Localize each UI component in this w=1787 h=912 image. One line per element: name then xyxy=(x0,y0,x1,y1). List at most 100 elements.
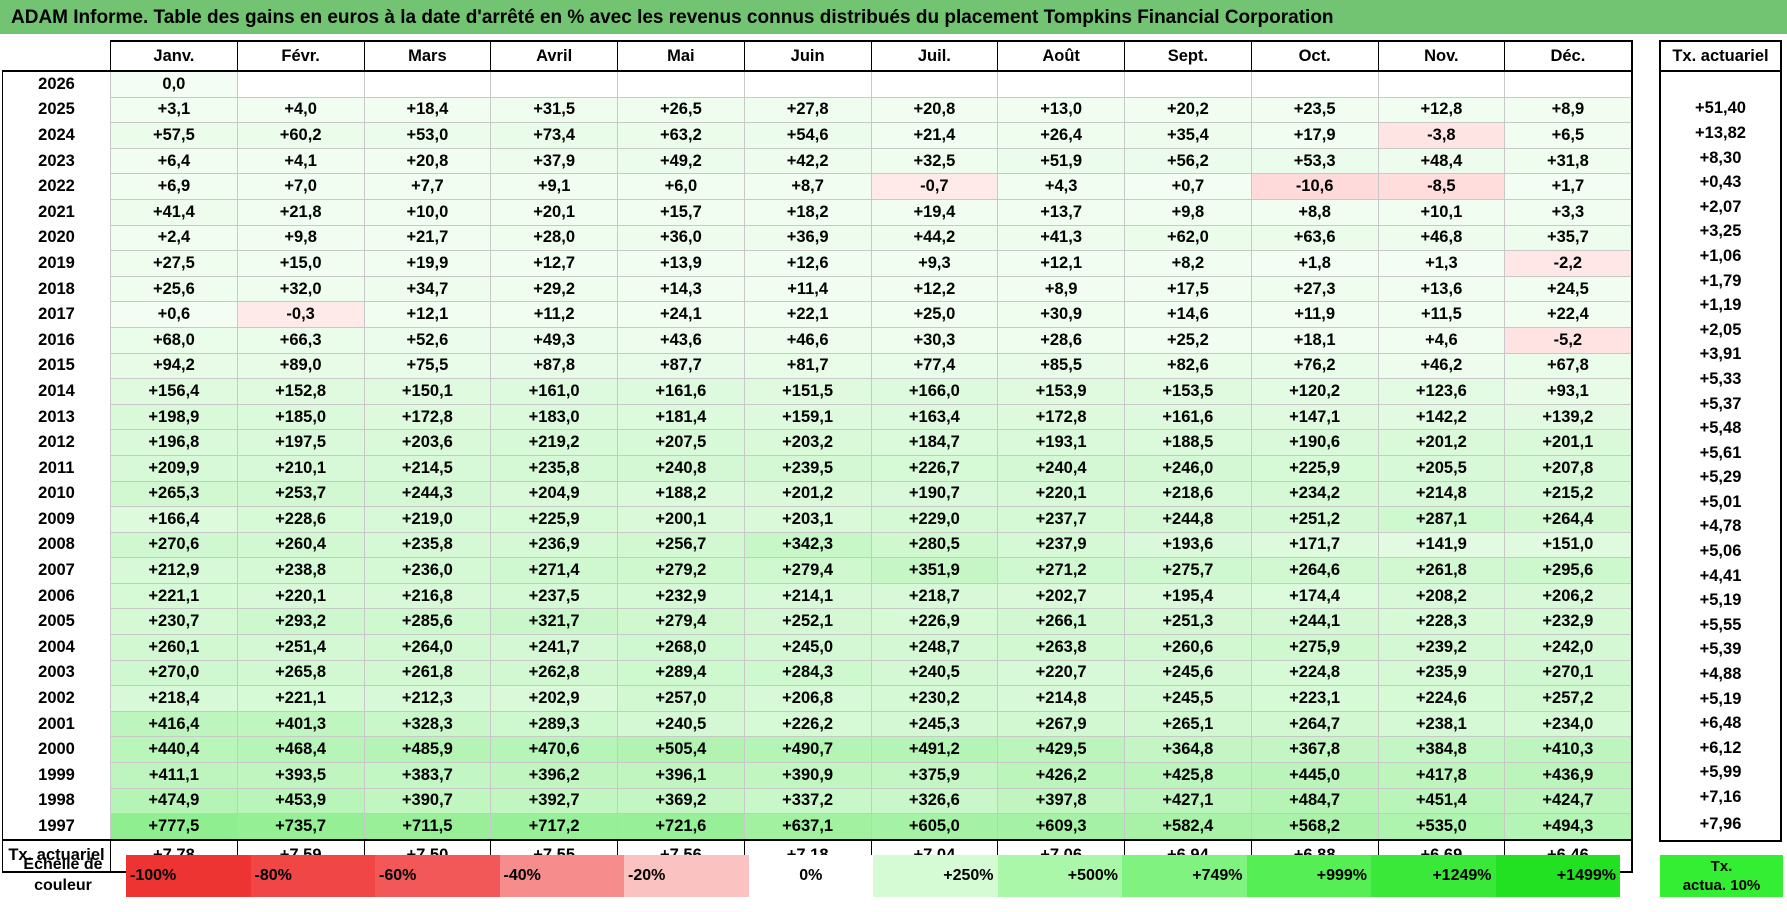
value-cell: +390,9 xyxy=(743,762,872,789)
value-cell: +12,1 xyxy=(997,250,1125,277)
tx-row: +5,61 xyxy=(1659,440,1782,466)
tx-value: +5,48 xyxy=(1659,416,1782,441)
value-cell: +188,5 xyxy=(1124,429,1252,456)
month-header: Juil. xyxy=(870,40,998,72)
value-cell: +220,1 xyxy=(997,480,1125,508)
value-cell: +19,9 xyxy=(363,250,492,277)
year-cell: 2025 xyxy=(2,97,111,123)
table-row: 2018 +25,6 +32,0 +34,7 +29,2 +14,3 +11,4 +12,2 +… xyxy=(2,275,1633,303)
tx-actuariel-table: Tx. actuariel +51,40 +13,82 +8,30 +0,43 +2,07… xyxy=(1659,40,1782,842)
table-row: 2020 +2,4 +9,8 +21,7 +28,0 +36,0 +36,9 +44,2 +41… xyxy=(2,224,1633,252)
value-cell: +261,8 xyxy=(363,659,492,687)
value-cell: +238,1 xyxy=(1377,710,1506,738)
value-cell: +429,5 xyxy=(997,736,1125,764)
legend-swatch: +749% xyxy=(1122,855,1247,897)
value-cell: +271,2 xyxy=(997,557,1125,584)
tx-value: +4,78 xyxy=(1659,514,1782,540)
tx-value: +2,05 xyxy=(1659,317,1782,343)
year-cell: 2018 xyxy=(2,276,111,302)
table-row: 2009 +166,4 +228,6 +219,0 +225,9 +200,1 +203,1… xyxy=(2,506,1633,533)
value-cell: +8,7 xyxy=(743,173,872,200)
value-cell: +238,8 xyxy=(236,557,365,584)
value-cell: +212,9 xyxy=(110,557,238,584)
value-cell: +11,5 xyxy=(1377,301,1506,328)
value-cell: +139,2 xyxy=(1504,403,1633,431)
tx-row: +5,48 xyxy=(1659,416,1782,441)
value-cell: +62,0 xyxy=(1124,224,1252,252)
value-cell: +215,2 xyxy=(1504,480,1633,508)
value-cell: +209,9 xyxy=(110,454,238,482)
value-cell: +221,1 xyxy=(236,685,365,712)
value-cell: +51,9 xyxy=(997,147,1125,175)
table-row: 2026 0,0 xyxy=(2,70,1633,98)
legend-tx-line1: Tx. xyxy=(1710,858,1733,875)
value-cell: +4,1 xyxy=(236,147,365,175)
value-cell: +6,5 xyxy=(1504,122,1633,149)
tx-value: +1,06 xyxy=(1659,244,1782,269)
value-cell: +3,3 xyxy=(1504,198,1633,226)
value-cell: +241,7 xyxy=(490,634,618,661)
value-cell: +260,6 xyxy=(1124,634,1252,661)
value-cell: +260,1 xyxy=(110,634,238,661)
value-cell: +198,9 xyxy=(110,403,238,431)
value-cell: +159,1 xyxy=(743,403,872,431)
value-cell: +21,4 xyxy=(870,122,999,149)
month-header: Déc. xyxy=(1504,40,1633,72)
value-cell: +77,4 xyxy=(870,352,999,380)
value-cell: +57,5 xyxy=(110,122,238,149)
value-cell: +248,7 xyxy=(870,634,999,661)
value-cell: +251,2 xyxy=(1250,506,1379,533)
month-header: Juin xyxy=(743,40,871,72)
value-cell: +150,1 xyxy=(363,378,492,405)
value-cell: +342,3 xyxy=(743,531,872,559)
tx-value: +13,82 xyxy=(1659,121,1782,146)
value-cell: +234,0 xyxy=(1504,710,1633,738)
value-cell: +451,4 xyxy=(1377,787,1506,815)
table-row: 1999 +411,1 +393,5 +383,7 +396,2 +396,1 +390,9… xyxy=(2,762,1633,789)
year-cell: 2011 xyxy=(2,455,111,481)
value-cell: +218,4 xyxy=(110,685,238,712)
value-cell: +237,7 xyxy=(997,506,1125,533)
tx-header-row: Tx. actuariel xyxy=(1659,40,1782,72)
value-cell: +76,2 xyxy=(1250,352,1379,380)
year-cell: 2024 xyxy=(2,122,111,149)
year-cell: 2017 xyxy=(2,301,111,328)
value-cell: +393,5 xyxy=(236,762,365,789)
value-cell xyxy=(1124,70,1252,98)
table-row: 2000 +440,4 +468,4 +485,9 +470,6 +505,4 +490,7… xyxy=(2,736,1633,764)
value-cell: +153,5 xyxy=(1124,378,1252,405)
value-cell: +67,8 xyxy=(1504,352,1633,380)
table-row: 2019 +27,5 +15,0 +19,9 +12,7 +13,9 +12,6 +9,3 +1… xyxy=(2,250,1633,277)
value-cell: +396,1 xyxy=(617,762,745,789)
year-cell: 2004 xyxy=(2,634,111,661)
value-cell: +85,5 xyxy=(997,352,1125,380)
value-cell: 0,0 xyxy=(110,70,238,98)
value-cell: +19,4 xyxy=(870,198,999,226)
value-cell: +505,4 xyxy=(617,736,745,764)
value-cell: +490,7 xyxy=(743,736,872,764)
value-cell: +396,2 xyxy=(490,762,618,789)
table-row: 2013 +198,9 +185,0 +172,8 +183,0 +181,4 +159,1… xyxy=(2,403,1633,431)
tx-row: +5,37 xyxy=(1659,391,1782,417)
value-cell: +8,2 xyxy=(1124,250,1252,277)
tx-value: +8,30 xyxy=(1659,145,1782,171)
table-row: 2006 +221,1 +220,1 +216,8 +237,5 +232,9 +214,1… xyxy=(2,582,1633,610)
value-cell: +9,1 xyxy=(490,173,618,200)
value-cell: +637,1 xyxy=(743,813,872,841)
value-cell: +239,5 xyxy=(743,454,872,482)
tx-value: +5,19 xyxy=(1659,686,1782,712)
value-cell: +214,8 xyxy=(1377,480,1506,508)
value-cell: +17,5 xyxy=(1124,275,1252,303)
table-row: 1997 +777,5 +735,7 +711,5 +717,2 +721,6 +637,1… xyxy=(2,813,1633,841)
legend-swatch: +1249% xyxy=(1371,855,1496,897)
value-cell: +36,0 xyxy=(617,224,745,252)
value-cell: +193,6 xyxy=(1124,531,1252,559)
value-cell: +161,0 xyxy=(490,378,618,405)
value-cell: +328,3 xyxy=(363,710,492,738)
value-cell: +384,8 xyxy=(1377,736,1506,764)
value-cell: +27,5 xyxy=(110,250,238,277)
value-cell: +218,7 xyxy=(870,582,999,610)
value-cell: +206,2 xyxy=(1504,582,1633,610)
year-cell: 2003 xyxy=(2,660,111,686)
value-cell: +230,7 xyxy=(110,608,238,636)
